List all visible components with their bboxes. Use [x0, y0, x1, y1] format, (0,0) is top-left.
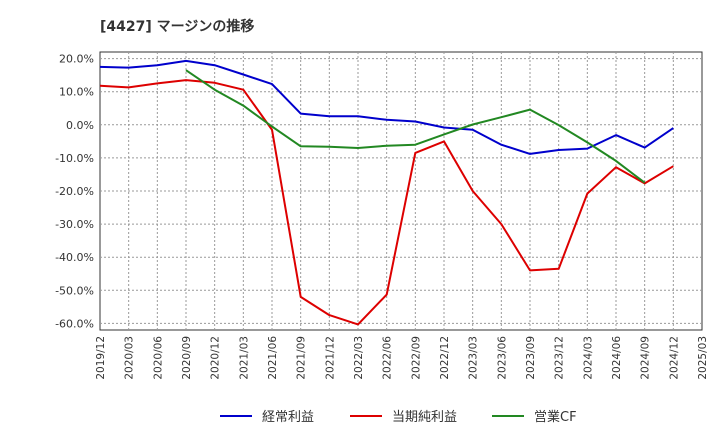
y-tick-label: -20.0% — [55, 185, 94, 198]
y-tick-label: 0.0% — [66, 119, 94, 132]
y-tick-label: -30.0% — [55, 218, 94, 231]
x-tick-label: 2020/06 — [152, 336, 164, 380]
x-tick-label: 2020/03 — [124, 336, 136, 380]
y-tick-label: -60.0% — [55, 317, 94, 330]
x-tick-label: 2019/12 — [95, 336, 107, 380]
y-tick-label: 20.0% — [59, 53, 94, 66]
chart-title: [4427] マージンの推移 — [100, 18, 254, 35]
legend: 経常利益 当期純利益 営業CF — [220, 409, 577, 425]
x-tick-label: 2024/03 — [582, 336, 594, 380]
x-tick-label: 2020/12 — [210, 336, 222, 380]
x-tick-label: 2023/06 — [496, 336, 508, 380]
legend-label: 営業CF — [534, 409, 577, 425]
x-tick-label: 2021/12 — [324, 336, 336, 380]
x-tick-label: 2024/06 — [611, 336, 623, 380]
series-line-営業CF — [185, 69, 646, 184]
legend-label: 経常利益 — [262, 410, 314, 425]
y-tick-label: -10.0% — [55, 152, 94, 165]
x-tick-label: 2023/09 — [525, 336, 537, 380]
x-tick-label: 2020/09 — [181, 336, 193, 380]
series-line-当期純利益 — [99, 79, 674, 326]
x-tick-label: 2022/12 — [439, 336, 451, 380]
y-tick-label: 10.0% — [59, 86, 94, 99]
x-tick-label: 2022/09 — [410, 336, 422, 380]
series-lines — [99, 59, 674, 326]
x-tick-label: 2021/03 — [238, 336, 250, 380]
y-tick-label: -40.0% — [55, 251, 94, 264]
y-tick-label: -50.0% — [55, 284, 94, 297]
x-tick-label: 2021/06 — [267, 336, 279, 380]
x-tick-label: 2023/12 — [554, 336, 566, 380]
x-tick-label: 2022/03 — [353, 336, 365, 380]
legend-label: 当期純利益 — [392, 410, 457, 425]
x-tick-label: 2024/09 — [640, 336, 652, 380]
x-tick-label: 2022/06 — [382, 336, 394, 380]
y-axis-ticks: 20.0% 10.0% 0.0% -10.0% -20.0% -30.0% -40.0% -5… — [55, 53, 94, 331]
x-tick-label: 2024/12 — [668, 336, 680, 380]
series-line-経常利益 — [99, 59, 674, 155]
x-tick-label: 2021/09 — [296, 336, 308, 380]
x-tick-label: 2023/03 — [468, 336, 480, 380]
x-tick-label: 2025/03 — [697, 336, 709, 380]
x-axis-ticks: 2019/12 2020/03 2020/06 2020/09 2020/12 2021/… — [95, 336, 709, 380]
